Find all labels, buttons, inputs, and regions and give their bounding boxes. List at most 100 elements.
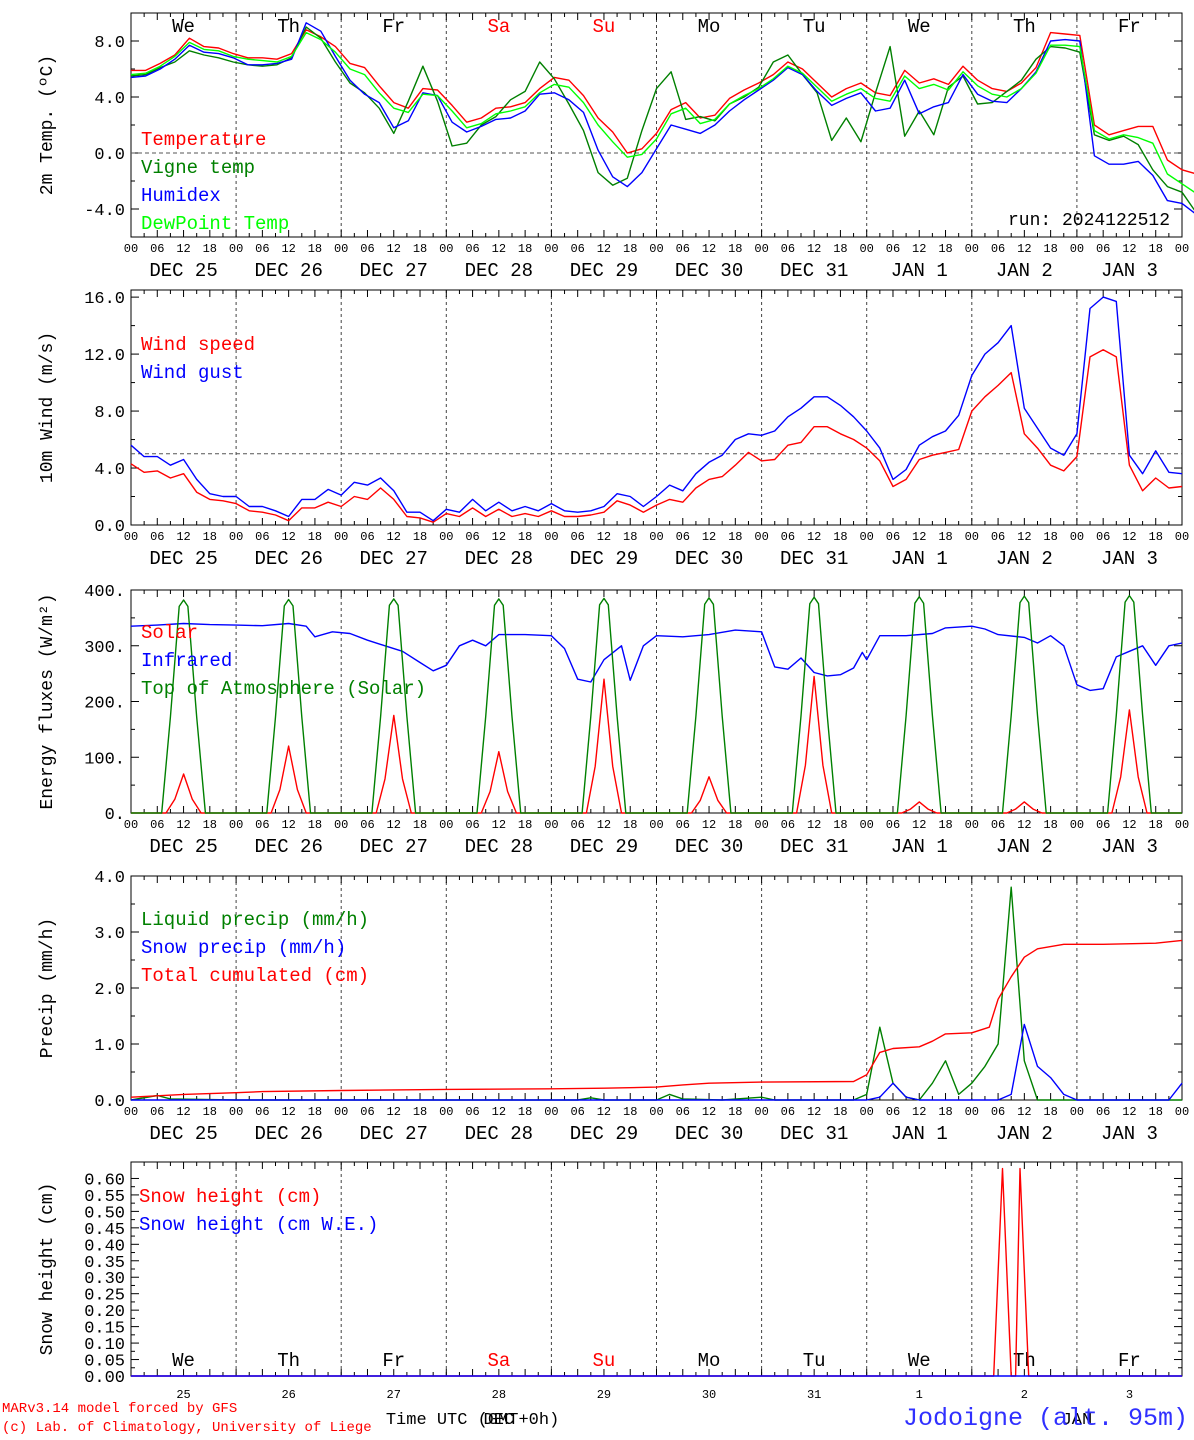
y-tick-label: 0.0 — [94, 518, 125, 537]
hour-tick-label: 00 — [124, 818, 138, 832]
hour-tick-label: 06 — [360, 530, 374, 544]
hour-tick-label: 12 — [807, 530, 821, 544]
hour-tick-label: 00 — [1175, 818, 1189, 832]
weekday-label: Th — [1013, 16, 1036, 38]
y-tick-label: 0.20 — [84, 1303, 125, 1322]
hour-tick-label: 00 — [649, 1105, 663, 1119]
weekday-label: Fr — [382, 1350, 405, 1372]
legend-snow-height-cm-: Snow height (cm) — [139, 1186, 321, 1208]
day-number-label: 28 — [492, 1388, 506, 1402]
hour-tick-label: 06 — [991, 1105, 1005, 1119]
day-label: DEC 29 — [570, 836, 638, 858]
weekday-label: We — [172, 1350, 195, 1372]
hour-tick-label: 00 — [1070, 242, 1084, 256]
hour-tick-label: 18 — [623, 530, 637, 544]
weekday-label: Fr — [1118, 16, 1141, 38]
day-label: DEC 27 — [360, 548, 428, 570]
hour-tick-label: 18 — [938, 1105, 952, 1119]
hour-tick-label: 06 — [465, 242, 479, 256]
day-label: DEC 28 — [465, 1123, 533, 1145]
weekday-label: Su — [593, 16, 616, 38]
hour-tick-label: 18 — [623, 242, 637, 256]
day-label: DEC 29 — [570, 260, 638, 282]
weekday-label: Th — [1013, 1350, 1036, 1372]
y-tick-label: 0.45 — [84, 1221, 125, 1240]
hour-tick-label: 06 — [465, 1105, 479, 1119]
hour-tick-label: 00 — [544, 1105, 558, 1119]
legend-total-cumulated-cm-: Total cumulated (cm) — [141, 965, 369, 987]
hour-tick-label: 00 — [1175, 242, 1189, 256]
hour-tick-label: 00 — [439, 1105, 453, 1119]
day-label: DEC 25 — [149, 836, 217, 858]
day-label: DEC 29 — [570, 1123, 638, 1145]
hour-tick-label: 06 — [676, 242, 690, 256]
hour-tick-label: 18 — [308, 1105, 322, 1119]
weekday-label: Tu — [803, 16, 826, 38]
hour-tick-label: 18 — [1043, 818, 1057, 832]
day-number-label: 27 — [387, 1388, 401, 1402]
hour-tick-label: 12 — [702, 1105, 716, 1119]
hour-tick-label: 12 — [912, 818, 926, 832]
y-tick-label: 16.0 — [84, 290, 125, 309]
hour-tick-label: 18 — [203, 530, 217, 544]
series-infrared — [130, 622, 1183, 692]
hour-tick-label: 06 — [360, 818, 374, 832]
hour-tick-label: 00 — [754, 818, 768, 832]
hour-tick-label: 12 — [1017, 1105, 1031, 1119]
hour-tick-label: 12 — [281, 530, 295, 544]
day-number-label: 29 — [597, 1388, 611, 1402]
day-label: DEC 28 — [465, 548, 533, 570]
y-axis-label: 10m Wind (m/s) — [38, 332, 58, 483]
day-label: DEC 31 — [780, 836, 848, 858]
hour-tick-label: 18 — [833, 530, 847, 544]
weekday-label: Tu — [803, 1350, 826, 1372]
hour-tick-label: 06 — [781, 530, 795, 544]
hour-tick-label: 12 — [387, 530, 401, 544]
y-tick-label: 100. — [84, 750, 125, 769]
y-tick-label: 8.0 — [94, 404, 125, 423]
hour-tick-label: 12 — [1122, 1105, 1136, 1119]
day-label: JAN 1 — [891, 1123, 948, 1145]
hour-tick-label: 00 — [334, 1105, 348, 1119]
hour-tick-label: 06 — [255, 530, 269, 544]
hour-tick-label: 06 — [255, 242, 269, 256]
legend-snow-height-cm-w-e-: Snow height (cm W.E.) — [139, 1214, 378, 1236]
hour-tick-label: 18 — [413, 242, 427, 256]
y-tick-label: 0.50 — [84, 1204, 125, 1223]
y-tick-label: 0.30 — [84, 1270, 125, 1289]
hour-tick-label: 06 — [570, 242, 584, 256]
hour-tick-label: 12 — [492, 530, 506, 544]
y-tick-label: 4.0 — [94, 90, 125, 109]
hour-tick-label: 12 — [807, 818, 821, 832]
hour-tick-label: 12 — [912, 242, 926, 256]
hour-tick-label: 06 — [570, 1105, 584, 1119]
hour-tick-label: 00 — [965, 818, 979, 832]
hour-tick-label: 06 — [886, 818, 900, 832]
legend-snow-precip-mm-h-: Snow precip (mm/h) — [141, 937, 346, 959]
hour-tick-label: 00 — [649, 242, 663, 256]
hour-tick-label: 06 — [886, 530, 900, 544]
hour-tick-label: 00 — [965, 242, 979, 256]
plot-frame — [130, 12, 1183, 238]
hour-tick-label: 00 — [334, 818, 348, 832]
hour-tick-label: 00 — [334, 530, 348, 544]
hour-tick-label: 06 — [360, 242, 374, 256]
day-label: JAN 2 — [996, 548, 1053, 570]
legend-infrared: Infrared — [141, 650, 232, 672]
series-total-cumulated-cm- — [130, 939, 1183, 1098]
panel-4: 0.0 1.0 2.0 3.0 4.0 Precip (mm/h) Liquid preci… — [38, 869, 1189, 1145]
series-liquid-precip-mm-h- — [130, 886, 1182, 1101]
y-tick-label: 0.35 — [84, 1254, 125, 1273]
day-number-label: 31 — [807, 1388, 821, 1402]
day-label: DEC 25 — [149, 1123, 217, 1145]
hour-tick-label: 12 — [281, 818, 295, 832]
y-tick-label: 8.0 — [94, 34, 125, 53]
credit-line-1: MARv3.14 model forced by GFS — [2, 1401, 238, 1417]
hour-tick-label: 18 — [413, 530, 427, 544]
hour-tick-label: 00 — [754, 530, 768, 544]
weekday-label: Sa — [487, 16, 510, 38]
weekday-label: Th — [277, 1350, 300, 1372]
hour-tick-label: 18 — [1043, 530, 1057, 544]
y-tick-label: 12.0 — [84, 347, 125, 366]
hour-tick-label: 06 — [1096, 530, 1110, 544]
